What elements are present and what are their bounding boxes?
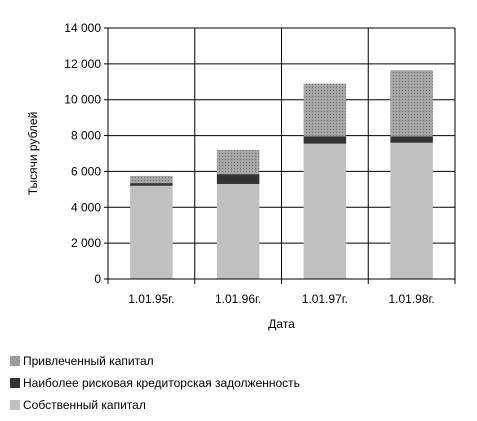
y-tick-label: 0 <box>94 272 101 286</box>
y-tick-label: 12 000 <box>64 57 101 71</box>
legend-label-borrowed: Привлеченный капитал <box>23 354 154 368</box>
y-axis-title: Тысячи рублей <box>26 112 40 196</box>
bar-segment-series0-cat1 <box>216 183 260 279</box>
bar-segment-series1-cat1 <box>216 174 260 184</box>
y-tick-label: 14 000 <box>64 21 101 35</box>
bar-segment-series2-cat0 <box>130 175 173 184</box>
x-tick-label: 1.01.95г. <box>128 292 174 306</box>
legend-item-own-capital: Собственный капитал <box>10 394 300 416</box>
x-tick-label: 1.01.97г. <box>302 292 348 306</box>
y-tick-label: 10 000 <box>64 93 101 107</box>
x-tick-label: 1.01.98г. <box>388 292 434 306</box>
bar-segment-series1-cat0 <box>130 183 173 186</box>
legend: Привлеченный капитал Наиболее рисковая к… <box>10 350 300 416</box>
legend-label-risky-payables: Наиболее рисковая кредиторская задолженн… <box>23 376 300 390</box>
bar-segment-series2-cat2 <box>303 83 347 137</box>
bar-segment-series2-cat3 <box>390 70 433 137</box>
y-tick-label: 2 000 <box>71 236 101 250</box>
legend-swatch-own-capital <box>10 400 20 410</box>
bar-segment-series1-cat2 <box>303 136 347 144</box>
legend-item-borrowed: Привлеченный капитал <box>10 350 300 372</box>
bar-segment-series2-cat1 <box>216 149 260 175</box>
bars <box>130 70 433 279</box>
legend-swatch-risky-payables <box>10 378 20 388</box>
legend-swatch-borrowed <box>10 356 20 366</box>
bar-segment-series0-cat0 <box>130 185 173 279</box>
axes: 0 2 000 4 000 6 000 8 000 10 000 12 000 14 000 1… <box>64 21 456 306</box>
y-tick-label: 6 000 <box>71 164 101 178</box>
y-tick-label: 8 000 <box>71 129 101 143</box>
legend-label-own-capital: Собственный капитал <box>23 398 146 412</box>
x-axis-title: Дата <box>268 317 295 331</box>
bar-segment-series0-cat2 <box>303 143 347 279</box>
x-tick-label: 1.01.96г. <box>215 292 261 306</box>
legend-item-risky-payables: Наиболее рисковая кредиторская задолженн… <box>10 372 300 394</box>
y-tick-label: 4 000 <box>71 200 101 214</box>
bar-segment-series1-cat3 <box>390 136 433 143</box>
bar-segment-series0-cat3 <box>390 142 433 279</box>
